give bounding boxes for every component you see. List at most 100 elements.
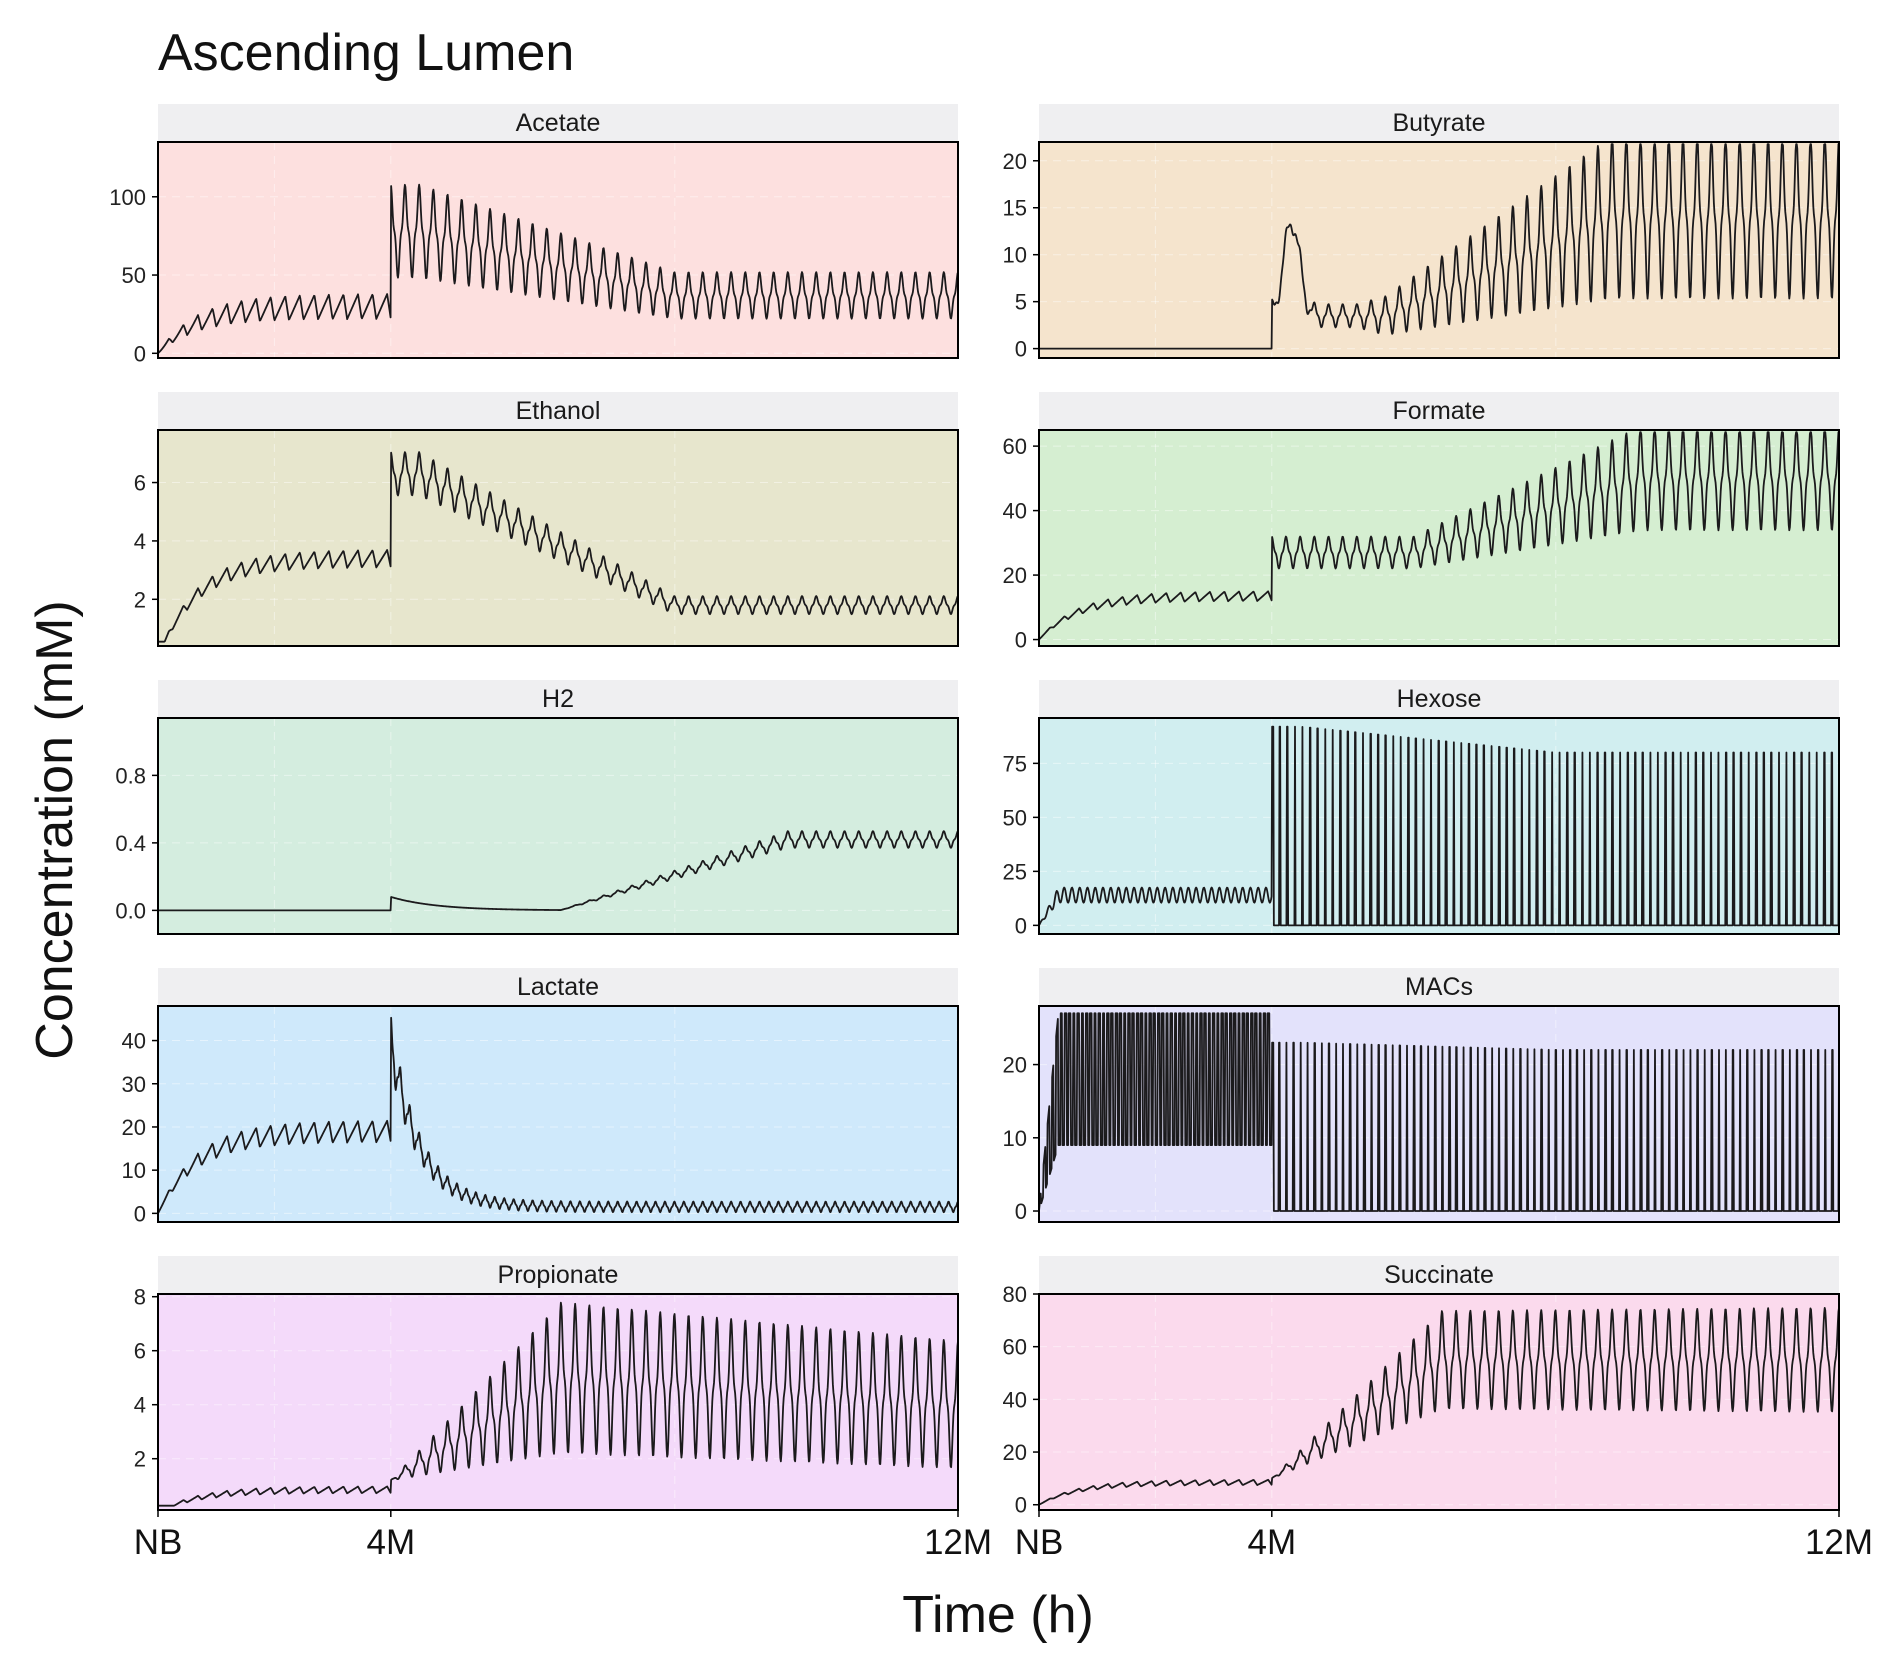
y-tick-label: 40 bbox=[1003, 499, 1027, 524]
y-tick-label: 4 bbox=[134, 529, 146, 554]
y-tick-label: 20 bbox=[1003, 1053, 1027, 1078]
plot-border bbox=[1038, 1293, 1840, 1511]
y-tick-label: 75 bbox=[1003, 751, 1027, 776]
strip-header bbox=[158, 1256, 958, 1294]
series-line-propionate bbox=[157, 1301, 959, 1507]
strip-header bbox=[158, 104, 958, 142]
strip-label: Hexose bbox=[1397, 685, 1482, 713]
strip-label: Butyrate bbox=[1392, 109, 1485, 137]
y-tick-label: 5 bbox=[1015, 290, 1027, 315]
strip-label: H2 bbox=[542, 685, 574, 713]
strip-label: Acetate bbox=[516, 109, 601, 137]
strip-label: MACs bbox=[1405, 973, 1473, 1001]
y-tick-label: 60 bbox=[1003, 434, 1027, 459]
series-line-butyrate bbox=[1038, 143, 1840, 350]
plot-background bbox=[158, 718, 958, 934]
panel-hexose: Hexose 0 25 50 75 bbox=[1003, 680, 1840, 938]
y-tick-label: 15 bbox=[1003, 196, 1027, 221]
y-tick-label: 10 bbox=[1003, 243, 1027, 268]
strip-header bbox=[1039, 392, 1839, 430]
plot-background bbox=[158, 142, 958, 358]
plot-border bbox=[157, 1005, 959, 1223]
strip-label: Formate bbox=[1392, 397, 1485, 425]
x-tick-label: 12M bbox=[924, 1523, 992, 1562]
strip-header bbox=[158, 392, 958, 430]
series-line-h2 bbox=[157, 830, 959, 912]
plot-background bbox=[158, 1006, 958, 1222]
plot-border bbox=[1038, 429, 1840, 647]
y-tick-label: 0 bbox=[1015, 1493, 1027, 1518]
y-tick-label: 40 bbox=[1003, 1387, 1027, 1412]
plot-border bbox=[157, 141, 959, 359]
series-line-formate bbox=[1038, 431, 1840, 641]
y-tick-label: 0 bbox=[1015, 913, 1027, 938]
strip-label: Ethanol bbox=[516, 397, 601, 425]
y-tick-label: 60 bbox=[1003, 1335, 1027, 1360]
strip-header bbox=[158, 968, 958, 1006]
series-line-succinate bbox=[1038, 1306, 1840, 1506]
y-tick-label: 0.0 bbox=[115, 898, 146, 923]
strip-header bbox=[158, 680, 958, 718]
y-tick-label: 4 bbox=[134, 1393, 146, 1418]
y-tick-label: 0 bbox=[1015, 628, 1027, 653]
y-tick-label: 0.4 bbox=[115, 831, 146, 856]
x-tick-label: NB bbox=[134, 1523, 183, 1562]
y-tick-label: 0 bbox=[134, 341, 146, 366]
y-tick-label: 30 bbox=[122, 1072, 146, 1097]
y-tick-label: 20 bbox=[1003, 149, 1027, 174]
x-tick-label: 4M bbox=[1247, 1523, 1296, 1562]
strip-label: Lactate bbox=[517, 973, 599, 1001]
plot-border bbox=[157, 429, 959, 647]
plot-border bbox=[1038, 1005, 1840, 1223]
series-line-lactate bbox=[157, 1016, 959, 1214]
strip-label: Propionate bbox=[498, 1261, 619, 1289]
series-line-hexose bbox=[1038, 725, 1840, 927]
panel-macs: MACs 0 10 20 bbox=[1003, 968, 1840, 1224]
strip-label: Succinate bbox=[1384, 1261, 1494, 1289]
y-tick-label: 2 bbox=[134, 1447, 146, 1472]
y-tick-label: 0 bbox=[1015, 1199, 1027, 1224]
panel-acetate: Acetate 0 50 100 bbox=[109, 104, 959, 366]
chart-title: Ascending Lumen bbox=[158, 24, 574, 82]
strip-header bbox=[1039, 968, 1839, 1006]
panel-formate: Formate 0 20 40 60 bbox=[1003, 392, 1840, 653]
y-tick-label: 50 bbox=[122, 263, 146, 288]
plot-background bbox=[158, 1294, 958, 1510]
y-tick-label: 50 bbox=[1003, 805, 1027, 830]
panel-butyrate: Butyrate 0 5 10 15 20 bbox=[1003, 104, 1840, 362]
plot-background bbox=[1039, 142, 1839, 358]
y-tick-label: 20 bbox=[1003, 1440, 1027, 1465]
panel-propionate: Propionate 2 4 6 8 NB 4M 12M bbox=[134, 1256, 992, 1562]
panel-succinate: Succinate 0 20 40 60 80 NB 4M 12M bbox=[1003, 1256, 1873, 1562]
y-tick-label: 10 bbox=[122, 1158, 146, 1183]
panel-h2: H2 0.0 0.4 0.8 bbox=[115, 680, 959, 935]
x-tick-label: NB bbox=[1015, 1523, 1064, 1562]
panels-group: Acetate050100Butyrate05101520Ethanol246F… bbox=[109, 104, 1873, 1562]
panel-lactate: Lactate 0 10 20 30 40 bbox=[122, 968, 959, 1226]
strip-header bbox=[1039, 680, 1839, 718]
y-tick-label: 80 bbox=[1003, 1282, 1027, 1307]
x-axis-title: Time (h) bbox=[902, 1586, 1094, 1644]
plot-border bbox=[157, 1293, 959, 1511]
plot-border bbox=[157, 717, 959, 935]
y-tick-label: 8 bbox=[134, 1285, 146, 1310]
y-tick-label: 2 bbox=[134, 587, 146, 612]
y-tick-label: 20 bbox=[122, 1115, 146, 1140]
y-tick-label: 6 bbox=[134, 1339, 146, 1364]
plot-border bbox=[1038, 717, 1840, 935]
y-tick-label: 0 bbox=[1015, 337, 1027, 362]
plot-border bbox=[1038, 141, 1840, 359]
y-tick-label: 10 bbox=[1003, 1126, 1027, 1151]
y-tick-label: 100 bbox=[109, 185, 146, 210]
y-axis-title: Concentration (mM) bbox=[26, 600, 84, 1059]
series-line-acetate bbox=[157, 183, 959, 354]
strip-header bbox=[1039, 1256, 1839, 1294]
y-tick-label: 40 bbox=[122, 1029, 146, 1054]
y-tick-label: 20 bbox=[1003, 563, 1027, 588]
y-tick-label: 0.8 bbox=[115, 763, 146, 788]
y-tick-label: 6 bbox=[134, 471, 146, 496]
y-tick-label: 0 bbox=[134, 1201, 146, 1226]
x-tick-label: 4M bbox=[366, 1523, 415, 1562]
x-tick-label: 12M bbox=[1805, 1523, 1873, 1562]
